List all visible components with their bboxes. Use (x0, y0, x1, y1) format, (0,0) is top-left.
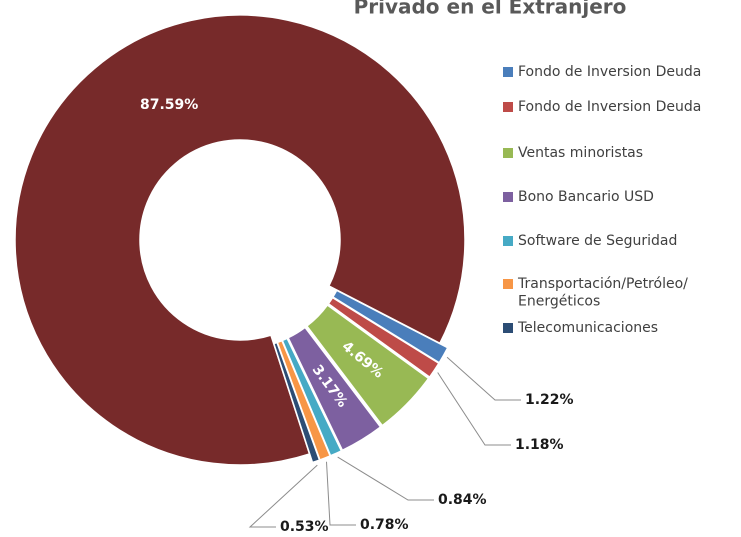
legend-label: Fondo de Inversion Deuda (518, 64, 701, 80)
legend-marker (503, 148, 513, 158)
leader-line (248, 464, 318, 528)
legend-marker (503, 192, 513, 202)
legend-marker (503, 279, 513, 289)
legend-label: Fondo de Inversion Deuda (518, 99, 701, 115)
legend-label: Ventas minoristas (518, 145, 643, 161)
leader-line (446, 356, 521, 401)
data-label: 0.84% (438, 492, 487, 508)
data-label: 1.22% (525, 392, 574, 408)
legend-marker (503, 67, 513, 77)
leader-line (437, 372, 511, 446)
legend-label: Transportación/Petróleo/Energéticos (517, 276, 688, 310)
donut-slice (272, 341, 321, 464)
data-label: 0.78% (360, 517, 409, 533)
legend-label: Software de Seguridad (518, 233, 677, 249)
data-label: 87.59% (140, 97, 198, 113)
leader-line (326, 461, 356, 526)
legend-marker (503, 236, 513, 246)
legend-label: Telecomunicaciones (517, 320, 658, 336)
data-label: 0.53% (280, 519, 329, 535)
legend-label: Bono Bancario USD (518, 189, 654, 205)
donut-slice (305, 303, 430, 427)
legend-marker (503, 102, 513, 112)
donut-slice (327, 296, 440, 379)
donut-slice (14, 14, 466, 466)
data-label: 1.18% (515, 437, 564, 453)
legend-marker (503, 323, 513, 333)
chart-title: Privado en el Extranjero (354, 0, 627, 19)
donut-slice (287, 326, 382, 452)
leader-line (337, 456, 434, 501)
